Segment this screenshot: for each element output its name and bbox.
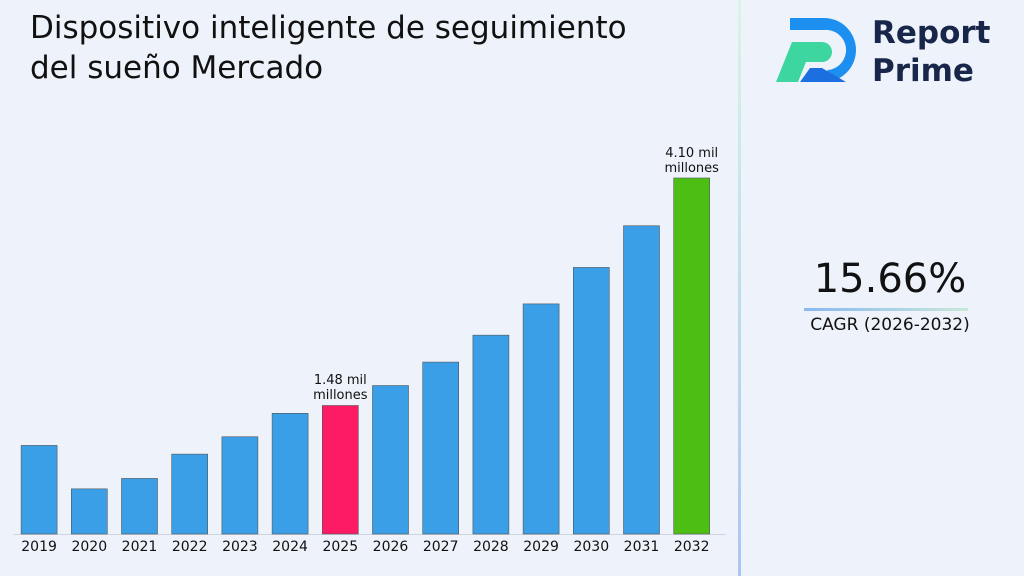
bar bbox=[372, 385, 409, 535]
bar bbox=[171, 453, 208, 535]
bar bbox=[321, 405, 359, 535]
x-tick-label: 2029 bbox=[523, 539, 559, 555]
x-tick-label: 2025 bbox=[322, 539, 359, 555]
value-label: 4.10 mil millones bbox=[664, 146, 719, 176]
bar bbox=[623, 225, 660, 535]
brand-line: Report bbox=[872, 15, 991, 51]
x-tick-label: 2022 bbox=[171, 539, 208, 555]
cagr-underline bbox=[804, 308, 968, 311]
bar bbox=[271, 413, 309, 535]
x-tick-label: 2030 bbox=[573, 539, 610, 555]
x-tick-label: 2024 bbox=[272, 539, 308, 555]
bar bbox=[522, 303, 560, 535]
cagr-label: CAGR (2026-2032) bbox=[810, 315, 970, 335]
value-label: 1.48 mil millones bbox=[313, 373, 368, 404]
logo bbox=[776, 18, 856, 82]
bar bbox=[71, 488, 108, 535]
divider bbox=[738, 0, 741, 576]
x-tick-label: 2020 bbox=[71, 539, 108, 555]
x-tick-label: 2019 bbox=[21, 539, 57, 555]
brand: Report Prime bbox=[872, 14, 991, 90]
bar bbox=[572, 267, 610, 535]
bar bbox=[20, 445, 58, 535]
bar bbox=[422, 361, 460, 535]
chart-title: Dispositivo inteligente de seguimiento d… bbox=[30, 10, 627, 86]
brand-line: Prime bbox=[872, 53, 974, 89]
x-tick-label: 2027 bbox=[422, 539, 459, 555]
x-tick-label: 2021 bbox=[121, 539, 158, 555]
x-tick-label: 2031 bbox=[623, 539, 660, 555]
bar bbox=[673, 177, 711, 535]
x-tick-label: 2026 bbox=[372, 539, 409, 555]
x-tick-label: 2023 bbox=[222, 539, 258, 555]
x-tick-label: 2028 bbox=[473, 539, 509, 555]
bar bbox=[472, 334, 510, 535]
bar bbox=[221, 436, 259, 535]
bar bbox=[121, 478, 158, 535]
x-tick-label: 2032 bbox=[673, 539, 710, 555]
cagr-value: 15.66% bbox=[813, 256, 967, 302]
